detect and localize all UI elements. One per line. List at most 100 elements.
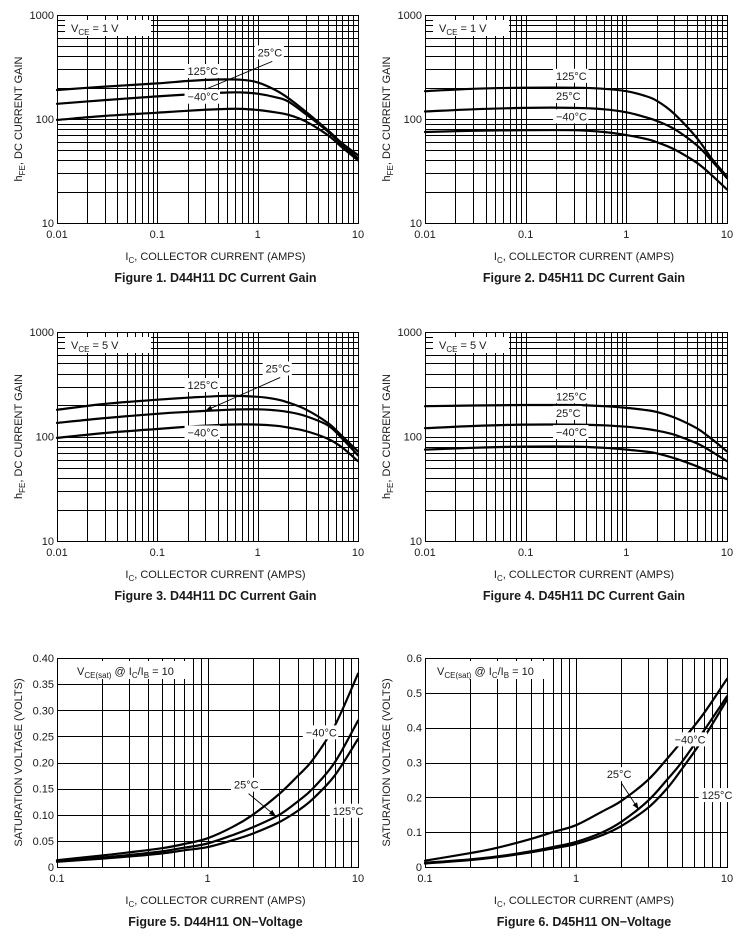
figure-caption: Figure 1. D44H11 DC Current Gain — [114, 271, 316, 285]
y-tick-label: 10 — [42, 218, 54, 230]
x-axis-label: IC, COLLECTOR CURRENT (AMPS) — [494, 251, 674, 265]
y-tick-label: 1000 — [398, 10, 422, 22]
annotation-bg — [603, 767, 634, 782]
x-tick-label: 10 — [721, 547, 733, 559]
x-tick-label: 0.01 — [414, 229, 435, 241]
x-tick-label: 1 — [204, 873, 210, 885]
series-label: 25°C — [556, 408, 581, 420]
series-label: 125°C — [188, 66, 219, 78]
figure-caption: Figure 3. D44H11 DC Current Gain — [114, 589, 316, 603]
annotation-bg — [552, 89, 583, 104]
series-minus40C-line — [55, 423, 360, 463]
series-25C-line — [423, 106, 729, 180]
chart-fig3: VCE = 5 V 125°C 25°C −40°C 0.01 0.1 1 10 10 100 10… — [13, 327, 364, 603]
annotation-bg — [254, 45, 284, 60]
series-label: −40°C — [675, 734, 706, 746]
series-minus40C-line — [423, 128, 729, 191]
y-tick-label: 0.30 — [33, 705, 54, 717]
y-tick-label: 0.35 — [33, 679, 54, 691]
grid — [57, 15, 358, 224]
annotation-bg — [698, 788, 735, 803]
y-tick-label: 0 — [416, 862, 422, 874]
chart-fig5: VCE(sat) @ IC/IB = 10 −40°C 25°C 125°C 0.1 1 1… — [13, 653, 366, 929]
series-label: 125°C — [188, 380, 219, 392]
series-label: 25°C — [607, 769, 632, 781]
plot-frame — [424, 657, 729, 869]
series-label: 25°C — [556, 91, 581, 103]
series-label: 25°C — [258, 47, 283, 59]
annotation-arrow — [205, 377, 281, 412]
y-tick-label: 0.2 — [407, 792, 422, 804]
annotation-bg — [231, 777, 261, 792]
x-tick-label: 0.01 — [46, 229, 67, 241]
series-125C-line — [423, 698, 729, 865]
y-tick-label: 0.1 — [407, 827, 422, 839]
y-axis-label: hFE, DC CURRENT GAIN — [13, 56, 27, 181]
x-tick-label: 10 — [352, 873, 364, 885]
condition-bg — [433, 337, 509, 353]
x-tick-label: 0.1 — [518, 547, 533, 559]
x-tick-label: 0.01 — [414, 547, 435, 559]
series-minus40C-line — [55, 672, 360, 862]
x-tick-label: 1 — [623, 229, 629, 241]
y-tick-label: 1000 — [30, 327, 54, 339]
series-minus40C-line — [423, 445, 729, 481]
chart-fig1: VCE = 1 V 125°C 25°C −40°C 0.01 0.1 1 10 10 100 10… — [13, 10, 364, 285]
condition-label: VCE(sat) @ IC/IB = 10 — [437, 666, 534, 680]
figure-caption: Figure 6. D45H11 ON−Voltage — [497, 915, 672, 929]
x-axis-label: IC, COLLECTOR CURRENT (AMPS) — [494, 569, 674, 583]
x-tick-label: 0.01 — [46, 547, 67, 559]
series-minus40C-line — [55, 107, 360, 162]
condition-label: VCE = 1 V — [439, 23, 487, 37]
annotation-bg — [552, 68, 589, 83]
x-axis-label: IC, COLLECTOR CURRENT (AMPS) — [125, 251, 305, 265]
x-tick-label: 0.1 — [49, 873, 64, 885]
x-tick-label: 10 — [721, 229, 733, 241]
annotation-bg — [184, 425, 221, 440]
y-tick-label: 0.15 — [33, 784, 54, 796]
y-tick-label: 100 — [36, 114, 54, 126]
x-tick-label: 0.1 — [518, 229, 533, 241]
arrow-head-icon — [205, 405, 213, 411]
y-tick-label: 0 — [48, 862, 54, 874]
y-tick-label: 0.25 — [33, 731, 54, 743]
series-label: −40°C — [306, 727, 337, 739]
y-tick-label: 1000 — [398, 327, 422, 339]
y-tick-label: 1000 — [30, 10, 54, 22]
series-label: 125°C — [333, 806, 364, 818]
y-tick-label: 0.05 — [33, 836, 54, 848]
y-axis-label: hFE, DC CURRENT GAIN — [381, 374, 395, 499]
plot-frame — [424, 331, 729, 543]
annotation-bg — [552, 425, 589, 440]
y-axis-label: hFE, DC CURRENT GAIN — [381, 56, 395, 181]
y-axis-label: hFE, DC CURRENT GAIN — [13, 374, 27, 499]
plot-frame — [424, 14, 729, 225]
series-label: −40°C — [188, 92, 219, 104]
series-125C-line — [55, 394, 360, 453]
figure-caption: Figure 5. D44H11 ON−Voltage — [128, 915, 303, 929]
annotation-bg — [671, 732, 708, 747]
series-25C-line — [55, 719, 360, 863]
y-tick-label: 0.3 — [407, 758, 422, 770]
x-tick-label: 10 — [721, 873, 733, 885]
series-label: −40°C — [188, 428, 219, 440]
series-label: −40°C — [556, 427, 587, 439]
figure-caption: Figure 4. D45H11 DC Current Gain — [483, 589, 685, 603]
y-tick-label: 0.6 — [407, 653, 422, 665]
x-tick-label: 0.1 — [417, 873, 432, 885]
condition-label: VCE = 5 V — [71, 340, 119, 354]
chart-fig6: VCE(sat) @ IC/IB = 10 −40°C 25°C 125°C 0.1 1 1… — [381, 653, 735, 929]
y-tick-label: 100 — [404, 432, 422, 444]
annotation-bg — [184, 377, 221, 392]
series-label: 25°C — [234, 780, 259, 792]
series-25C-line — [55, 408, 360, 457]
y-tick-label: 0.10 — [33, 810, 54, 822]
y-tick-label: 10 — [42, 536, 54, 548]
annotation-bg — [184, 63, 221, 78]
x-axis-label: IC, COLLECTOR CURRENT (AMPS) — [125, 569, 305, 583]
y-tick-label: 0.20 — [33, 758, 54, 770]
plot-frame — [56, 657, 360, 869]
condition-label: VCE = 5 V — [439, 340, 487, 354]
y-tick-label: 100 — [36, 432, 54, 444]
